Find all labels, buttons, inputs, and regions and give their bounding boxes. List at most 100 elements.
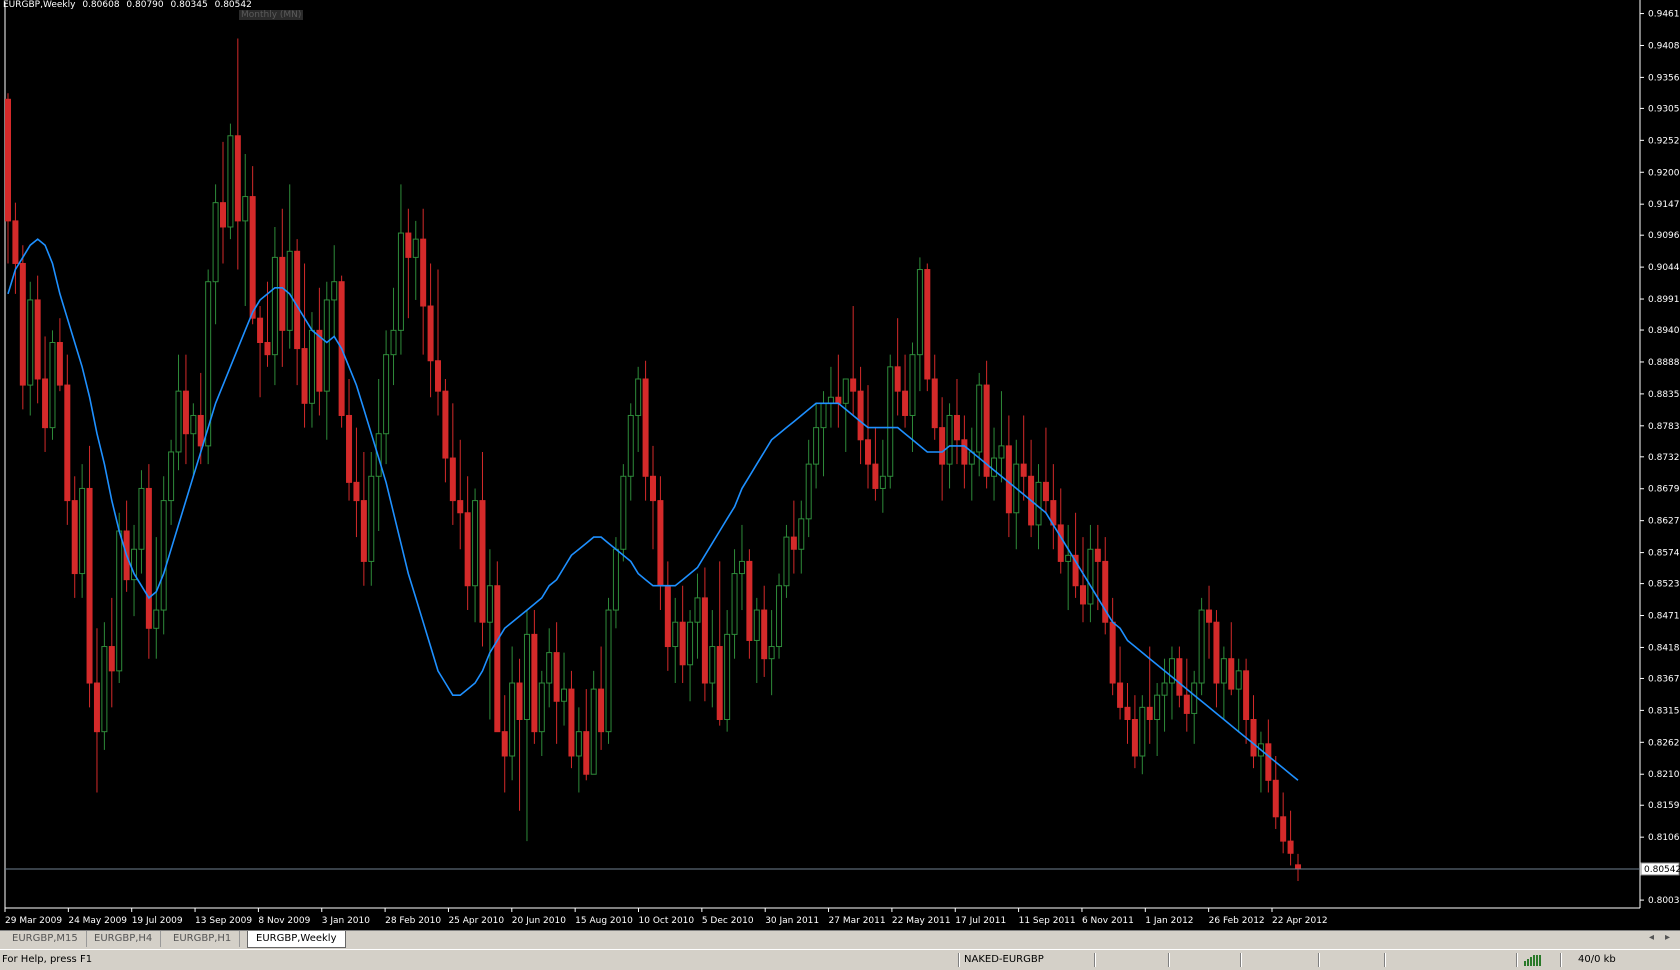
candle-body — [257, 317, 264, 344]
candle-body — [249, 196, 256, 319]
candle-body — [894, 366, 901, 392]
candle-body — [701, 597, 708, 684]
time-tick-label: 26 Feb 2012 — [1209, 916, 1265, 926]
candle-body — [827, 396, 834, 404]
candle-body — [279, 256, 286, 331]
status-divider — [1168, 953, 1170, 967]
candle-body — [168, 451, 175, 502]
candle-body — [531, 633, 538, 733]
time-tick-label: 11 Sep 2011 — [1019, 916, 1076, 926]
candle-body — [412, 238, 419, 258]
candle-body — [865, 439, 871, 465]
time-tick-label: 5 Dec 2010 — [702, 916, 754, 926]
price-tick-label: 0.88355 — [1648, 390, 1680, 400]
price-tick-label: 0.94085 — [1648, 41, 1680, 51]
candle-body — [561, 688, 568, 702]
tab-eurgbp-h1[interactable]: EURGBP,H1 — [165, 931, 241, 947]
candle-body — [457, 500, 464, 514]
period-tooltip: Monthly (MN) — [239, 10, 304, 20]
candle-body — [939, 427, 946, 465]
candle-body — [598, 688, 605, 733]
candle-body — [464, 512, 471, 587]
candle-body — [242, 196, 249, 222]
candle-body — [776, 585, 783, 648]
candle-body — [1154, 694, 1161, 721]
candle-body — [1198, 609, 1205, 684]
tab-eurgbp-m15[interactable]: EURGBP,M15 — [4, 931, 87, 947]
candle-body — [872, 463, 879, 489]
status-traffic: 40/0 kb — [1578, 954, 1616, 965]
candle-body — [916, 269, 923, 356]
candle-body — [1065, 554, 1072, 562]
connection-bars-icon — [1524, 955, 1546, 966]
current-price-box — [1640, 862, 1680, 876]
time-tick-label: 29 Mar 2009 — [5, 916, 62, 926]
price-tick-label: 0.91475 — [1648, 200, 1680, 210]
tab-eurgbp-h4[interactable]: EURGBP,H4 — [86, 931, 162, 947]
open-value: 0.80608 — [82, 0, 120, 10]
status-divider — [1318, 953, 1320, 967]
tab-scroll-right-icon[interactable]: ▸ — [1665, 932, 1671, 943]
candle-body — [902, 390, 909, 416]
candle-body — [887, 366, 894, 477]
candle-body — [294, 250, 301, 350]
candle-body — [1117, 682, 1124, 708]
candle-body — [879, 475, 886, 489]
candle-body — [1176, 658, 1183, 696]
candle-body — [19, 262, 26, 386]
candle-body — [286, 250, 293, 331]
status-bar: For Help, press F1 NAKED-EURGBP 40/0 kb — [0, 949, 1680, 970]
candle-body — [1005, 445, 1012, 514]
candle-body — [197, 414, 204, 447]
candle-body — [1161, 682, 1168, 696]
candle-body — [850, 378, 857, 392]
time-tick-label: 19 Jul 2009 — [132, 916, 183, 926]
tab-eurgbp-weekly[interactable]: EURGBP,Weekly — [247, 931, 346, 948]
candle-body — [212, 202, 219, 283]
candle-body — [664, 585, 671, 648]
candle-body — [435, 360, 441, 392]
candle-body — [131, 548, 138, 581]
candle-body — [1295, 864, 1301, 870]
candle-body — [1072, 554, 1079, 587]
candle-body — [516, 682, 523, 721]
time-tick-label: 13 Sep 2009 — [195, 916, 252, 926]
candle-body — [1220, 658, 1227, 684]
tab-scroll-left-icon[interactable]: ◂ — [1649, 932, 1655, 943]
time-tick-label: 8 Nov 2009 — [258, 916, 310, 926]
candle-body — [716, 646, 723, 721]
time-tick-label: 27 Mar 2011 — [829, 916, 886, 926]
candle-body — [323, 299, 330, 392]
status-divider — [1560, 953, 1562, 967]
candle-body — [731, 573, 738, 635]
candle-body — [1020, 463, 1027, 477]
candle-body — [368, 475, 375, 562]
candle-body — [790, 536, 797, 550]
candle-body — [1243, 670, 1250, 721]
time-tick-label: 10 Oct 2010 — [639, 916, 695, 926]
candle-body — [93, 682, 100, 733]
candle-body — [1109, 621, 1116, 684]
moving-average-line — [7, 238, 1299, 781]
candle-body — [383, 354, 390, 435]
candle-body — [1191, 682, 1198, 714]
candle-body — [182, 390, 189, 435]
candle-body — [538, 682, 545, 733]
candle-body — [360, 500, 367, 562]
candle-body — [64, 384, 71, 502]
candle-body — [746, 560, 753, 641]
candle-body — [205, 281, 212, 447]
candle-body — [931, 378, 938, 429]
time-tick-label: 25 Apr 2010 — [448, 916, 504, 926]
candle-body — [724, 633, 731, 721]
candle-body — [857, 390, 864, 441]
candle-body — [738, 560, 745, 575]
candle-body — [842, 378, 849, 404]
candle-body — [1080, 585, 1086, 605]
